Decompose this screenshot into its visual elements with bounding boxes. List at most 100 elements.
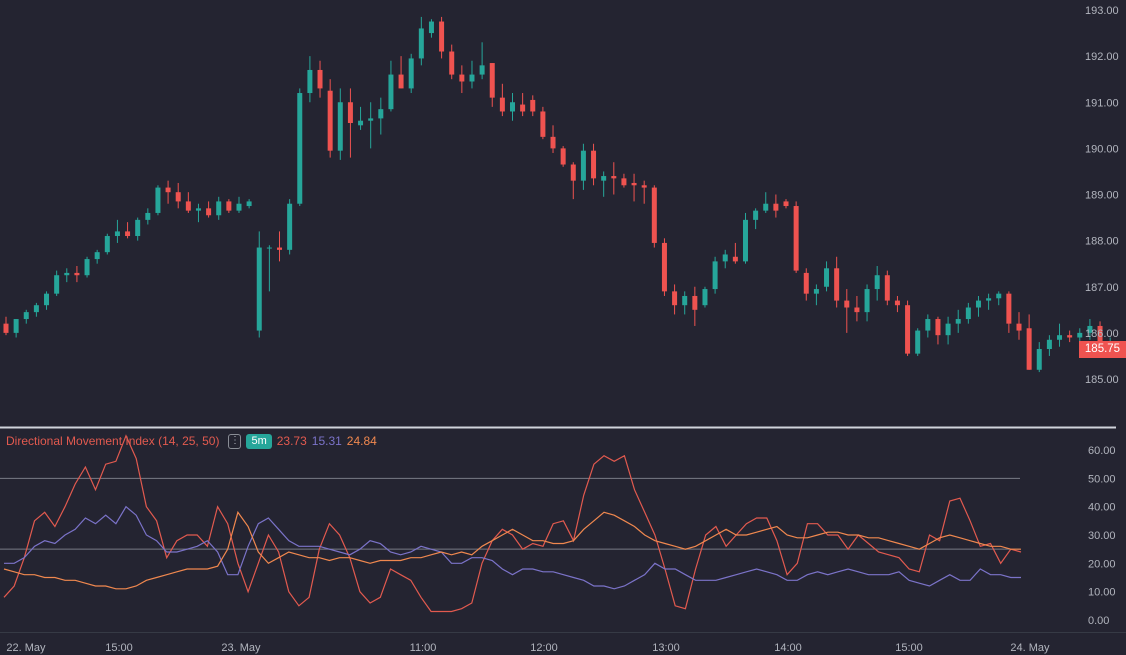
candle-body (824, 268, 830, 287)
timeframe-badge[interactable]: 5m (246, 433, 272, 449)
candle-body (74, 272, 80, 276)
candle-body (1087, 325, 1093, 333)
candle-body (287, 203, 293, 250)
candle-body (408, 58, 414, 89)
candle-body (651, 187, 657, 243)
candle-body (378, 109, 384, 119)
candle (742, 212, 748, 264)
candle-body (631, 182, 637, 186)
candle (13, 319, 19, 338)
candle (33, 302, 39, 317)
candle (175, 182, 181, 209)
candle-body (621, 178, 627, 186)
dmi-title[interactable]: Directional Movement Index (14, 25, 50) (6, 434, 220, 448)
dmi-tick-label: 50.00 (1088, 473, 1116, 485)
candle-body (175, 192, 181, 202)
candle-body (773, 203, 779, 211)
candle-body (580, 150, 586, 181)
candle (651, 185, 657, 248)
price-tick-label: 192.00 (1085, 51, 1119, 63)
candle-body (763, 203, 769, 211)
candle (277, 231, 283, 262)
candle-body (591, 150, 597, 179)
more-options-icon[interactable]: ⋮ (228, 433, 242, 449)
candle (449, 44, 455, 80)
time-tick-label: 24. May (1010, 642, 1050, 654)
time-tick-label: 23. May (221, 642, 261, 654)
candle-body (854, 307, 860, 313)
candle-body (874, 275, 880, 290)
candle-body (986, 298, 992, 301)
candle (1067, 330, 1073, 343)
dmi-tick-label: 60.00 (1088, 445, 1116, 457)
candle (347, 88, 353, 158)
candle (226, 199, 232, 213)
candle-body (64, 272, 70, 276)
candle (469, 60, 475, 89)
candle (682, 291, 688, 315)
candle-body (1077, 332, 1083, 338)
candle-body (256, 247, 262, 331)
candle-body (1057, 335, 1063, 340)
candle (499, 83, 505, 117)
candle-body (965, 307, 971, 320)
candle-body (712, 261, 718, 290)
candle-body (489, 63, 495, 98)
candle (631, 173, 637, 202)
candle (824, 261, 830, 292)
candle-body (23, 312, 29, 320)
candle (378, 97, 384, 135)
candle (479, 42, 485, 80)
candle (1036, 342, 1042, 373)
candle (560, 146, 566, 167)
candle-body (935, 319, 941, 336)
candle-body (864, 289, 870, 313)
candle-body (925, 319, 931, 331)
candle (712, 256, 718, 294)
price-tick-label: 193.00 (1085, 5, 1119, 17)
candle-body (297, 93, 303, 204)
dmi-level-lines (0, 477, 1020, 550)
candle-body (1036, 349, 1042, 370)
dmi-series-lines (3, 434, 1022, 613)
candle (1046, 335, 1052, 356)
candle (611, 162, 617, 195)
candle (74, 265, 80, 283)
candle (459, 65, 465, 94)
candle-body (114, 231, 120, 237)
candle (368, 102, 374, 149)
candle (23, 309, 29, 324)
candle-body (206, 208, 212, 216)
candle (1016, 312, 1022, 340)
candle (408, 53, 414, 94)
price-tick-label: 188.00 (1085, 236, 1119, 248)
candle (925, 314, 931, 338)
candle-body (1097, 325, 1103, 345)
candle (84, 256, 90, 278)
candle-body (347, 102, 353, 124)
dmi-tick-label: 30.00 (1088, 530, 1116, 542)
candle (439, 16, 445, 59)
price-tick-label: 190.00 (1085, 143, 1119, 155)
candle-body (155, 187, 161, 213)
candle (510, 93, 515, 121)
candle-body (641, 185, 647, 188)
candle-body (145, 212, 151, 220)
candle-body (793, 206, 799, 271)
candle (94, 249, 100, 264)
dmi-tick-label: 20.00 (1088, 558, 1116, 570)
candle-body (54, 275, 60, 294)
candle (520, 93, 526, 117)
candle-body (1016, 323, 1022, 331)
candle (591, 143, 597, 186)
candle-body (195, 208, 201, 211)
candle-body (499, 97, 505, 112)
candle (256, 231, 262, 338)
candle (661, 238, 667, 296)
candle (722, 249, 728, 269)
candle (601, 171, 607, 197)
candle (894, 295, 900, 313)
candle (104, 233, 110, 255)
candle-body (672, 291, 678, 306)
